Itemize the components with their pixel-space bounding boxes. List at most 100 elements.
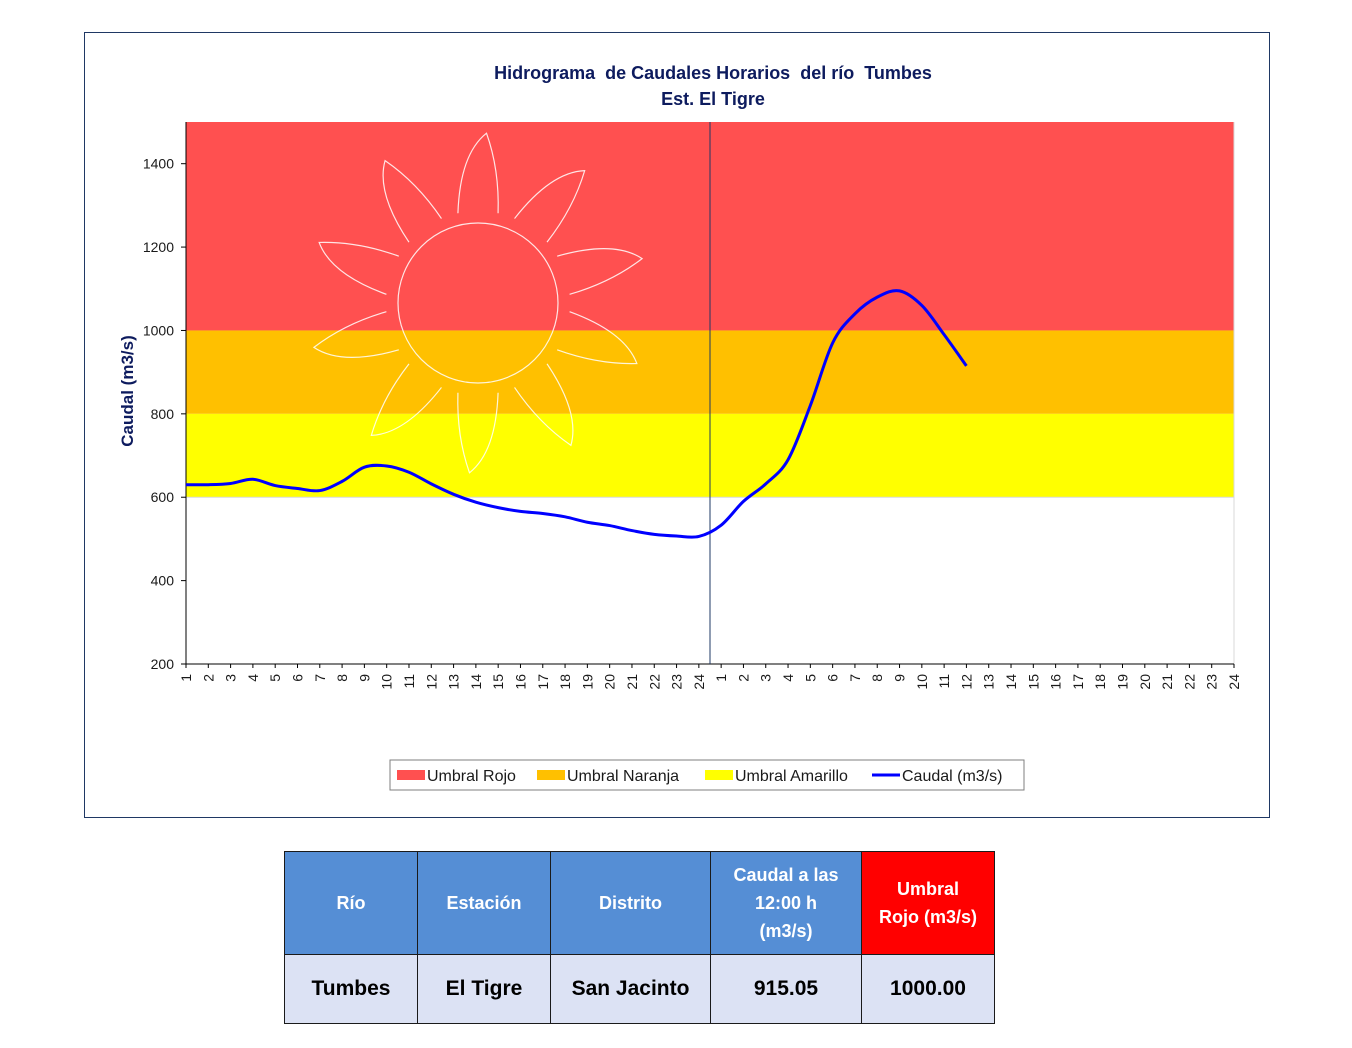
legend-swatch — [537, 770, 565, 780]
x-tick-label: 5 — [267, 674, 283, 682]
legend-swatch — [705, 770, 733, 780]
x-tick-label: 7 — [847, 674, 863, 682]
series-line-caudal — [185, 289, 968, 539]
series-layer — [185, 289, 968, 539]
header-caudal: Caudal a las 12:00 h (m3/s) — [710, 851, 862, 955]
y-tick-label: 1400 — [143, 156, 174, 172]
sun-ray — [457, 132, 499, 214]
hydrograph-chart: Hidrograma de Caudales Horarios del río … — [118, 63, 1242, 791]
y-axis-label: Caudal (m3/s) — [118, 335, 137, 446]
y-tick-label: 600 — [151, 489, 175, 505]
x-tick-label: 18 — [557, 674, 573, 690]
x-tick-label: 21 — [624, 674, 640, 690]
x-tick-label: 21 — [1159, 674, 1175, 690]
x-tick-label: 16 — [1048, 674, 1064, 690]
chart-subtitle: Est. El Tigre — [661, 89, 765, 109]
x-tick-label: 5 — [802, 674, 818, 682]
x-tick-label: 7 — [312, 674, 328, 682]
legend-label: Umbral Naranja — [567, 768, 679, 785]
x-tick-label: 19 — [1115, 674, 1131, 690]
x-tick-label: 9 — [892, 674, 908, 682]
x-tick-label: 8 — [869, 674, 885, 682]
sun-ray — [312, 311, 399, 358]
sun-ray — [557, 248, 644, 295]
legend-swatch — [397, 770, 425, 780]
legend-label: Caudal (m3/s) — [902, 768, 1002, 785]
x-tick-label: 11 — [401, 674, 417, 689]
y-tick-label: 1200 — [143, 239, 174, 255]
header-label: Río — [336, 893, 366, 913]
header-label: Distrito — [599, 893, 662, 913]
x-tick-label: 6 — [825, 674, 841, 682]
sun-ray — [318, 241, 400, 295]
legend-label: Umbral Rojo — [427, 768, 516, 785]
x-tick-label: 2 — [200, 674, 216, 682]
y-tick-label: 400 — [151, 573, 175, 589]
sun-ray — [514, 363, 574, 447]
x-tick-label: 19 — [579, 674, 595, 690]
legend-label: Umbral Amarillo — [735, 768, 848, 785]
x-tick-label: 22 — [1181, 674, 1197, 690]
x-tick-label: 22 — [646, 674, 662, 690]
x-tick-label: 14 — [468, 674, 484, 690]
x-tick-label: 6 — [289, 674, 305, 682]
sun-watermark-icon — [312, 132, 644, 474]
x-tick-label: 15 — [490, 674, 506, 690]
header-label: (m3/s) — [759, 921, 813, 941]
x-tick-label: 4 — [245, 674, 261, 682]
sun-ray — [370, 363, 442, 437]
x-tick-label: 3 — [758, 674, 774, 682]
header-umbral-rojo: Umbral Rojo (m3/s) — [861, 851, 995, 955]
sun-ray — [514, 169, 586, 243]
header-label: Rojo (m3/s) — [878, 907, 977, 927]
sun-ray — [457, 392, 499, 474]
chart-title: Hidrograma de Caudales Horarios del río … — [494, 63, 932, 83]
header-label: Caudal a las — [733, 865, 839, 885]
x-tick-label: 1 — [713, 674, 729, 682]
x-tick-label: 24 — [691, 674, 707, 690]
x-tick-label: 4 — [780, 674, 796, 682]
cell-umbral-rojo: 1000.00 — [861, 954, 995, 1024]
x-tick-label: 9 — [356, 674, 372, 682]
header-rio: Río — [284, 851, 418, 955]
x-tick-label: 20 — [1137, 674, 1153, 690]
legend: Umbral Rojo Umbral Naranja Umbral Amarillo… — [389, 759, 1025, 791]
header-label: 12:00 h — [754, 893, 818, 913]
x-tick-label: 11 — [936, 674, 952, 689]
y-tick-label: 800 — [151, 406, 175, 422]
x-tick-label: 10 — [379, 674, 395, 690]
x-tick-label: 13 — [446, 674, 462, 690]
cell-rio: Tumbes — [284, 954, 418, 1024]
x-tick-label: 12 — [423, 674, 439, 690]
x-tick-label: 2 — [735, 674, 751, 682]
x-tick-label: 20 — [602, 674, 618, 690]
x-tick-label: 16 — [512, 674, 528, 690]
x-tick-label: 17 — [535, 674, 551, 690]
header-estacion: Estación — [417, 851, 551, 955]
x-tick-label: 13 — [981, 674, 997, 690]
header-label: Estación — [446, 893, 522, 913]
x-tick-label: 18 — [1092, 674, 1108, 690]
x-tick-label: 8 — [334, 674, 350, 682]
header-label: Umbral — [896, 879, 959, 899]
x-tick-label: 15 — [1025, 674, 1041, 690]
station-info-table: Río Estación Distrito Caudal a las 12:00… — [284, 851, 995, 1024]
cell-distrito: San Jacinto — [550, 954, 711, 1024]
x-tick-label: 17 — [1070, 674, 1086, 690]
x-tick-label: 14 — [1003, 674, 1019, 690]
y-tick-label: 200 — [151, 656, 175, 672]
x-tick-label: 23 — [1204, 674, 1220, 690]
x-tick-label: 12 — [958, 674, 974, 690]
x-tick-label: 10 — [914, 674, 930, 690]
chart-frame: Hidrograma de Caudales Horarios del río … — [84, 32, 1270, 818]
y-tick-label: 1000 — [143, 322, 174, 338]
x-tick-label: 23 — [669, 674, 685, 690]
header-distrito: Distrito — [550, 851, 711, 955]
x-tick-label: 3 — [223, 674, 239, 682]
sun-ray — [556, 311, 638, 365]
cell-estacion: El Tigre — [417, 954, 551, 1024]
table-header-row: Río Estación Distrito Caudal a las 12:00… — [284, 851, 995, 955]
cell-caudal: 915.05 — [710, 954, 862, 1024]
x-tick-label: 24 — [1226, 674, 1242, 690]
